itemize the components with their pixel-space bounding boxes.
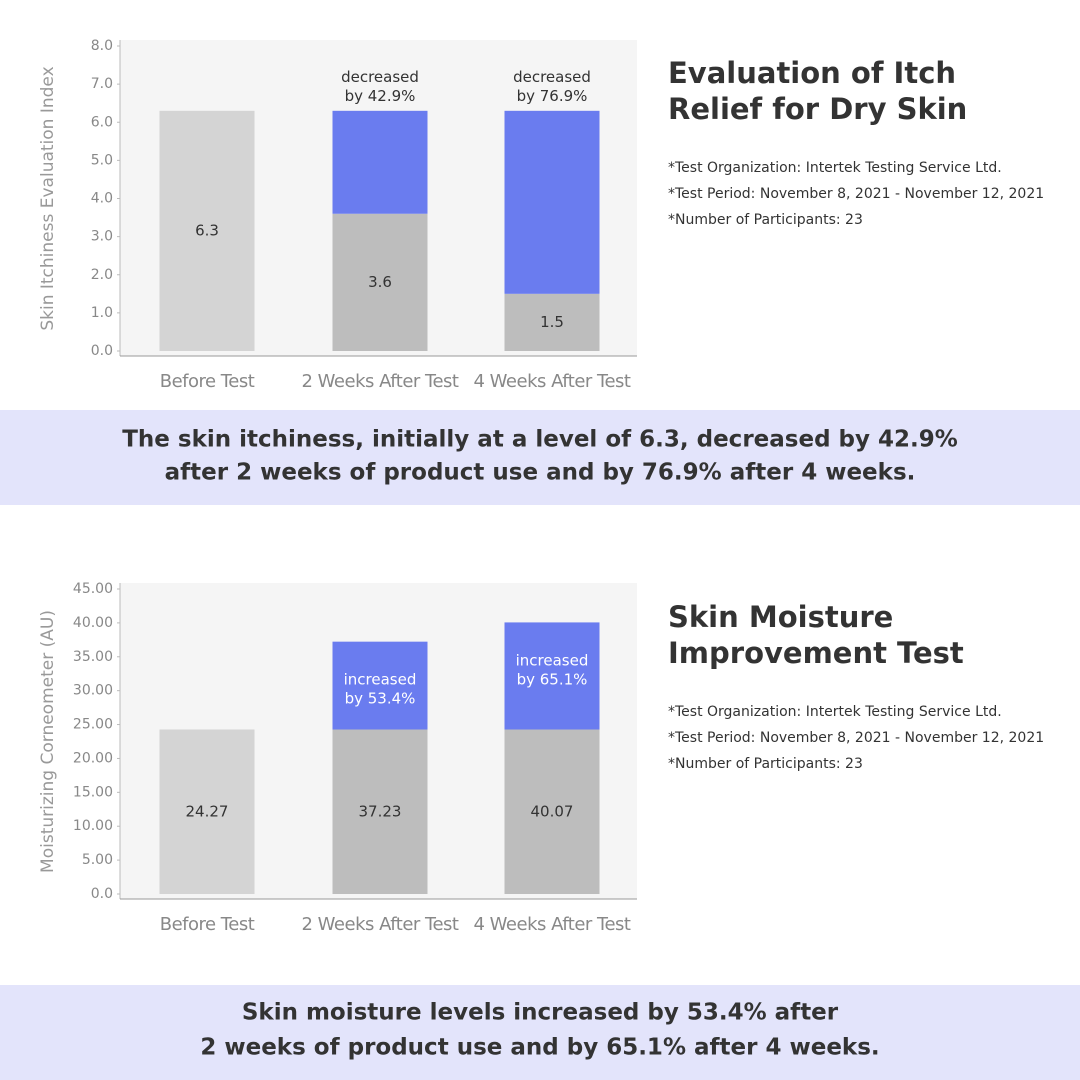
annotation: decreased by 42.9% <box>341 67 419 104</box>
annotation-line: increased <box>344 670 417 688</box>
annotation-line: decreased <box>341 67 419 85</box>
bar-segment <box>159 729 255 894</box>
y-tick-label: 8.0 <box>91 38 113 54</box>
annotation-line: decreased <box>513 67 591 85</box>
y-tick-label: 35.00 <box>73 649 113 665</box>
summary-text: after 2 weeks of product use and by 76.9… <box>165 460 916 486</box>
test-note: *Test Organization: Intertek Testing Ser… <box>668 160 1002 176</box>
y-tick-label: 10.00 <box>73 818 113 834</box>
test-note: *Test Period: November 8, 2021 - Novembe… <box>668 186 1044 202</box>
annotation: increased by 65.1% <box>516 651 589 688</box>
y-tick-label: 45.00 <box>73 581 113 597</box>
x-tick-label: Before Test <box>160 914 255 935</box>
bar-segment <box>332 641 428 730</box>
y-tick-label: 5.00 <box>82 852 113 868</box>
annotation: increased by 53.4% <box>344 670 417 707</box>
y-tick-label: 6.0 <box>91 114 113 130</box>
summary-text: 2 weeks of product use and by 65.1% afte… <box>200 1035 879 1061</box>
y-tick-label: 0.0 <box>91 343 113 359</box>
data-label: 24.27 <box>186 802 229 820</box>
y-tick-label: 20.00 <box>73 750 113 766</box>
test-note: *Number of Participants: 23 <box>668 212 863 228</box>
bar-segment <box>332 110 428 214</box>
y-axis-label: Moisturizing Corneometer (AU) <box>38 610 58 873</box>
test-note: *Number of Participants: 23 <box>668 756 863 772</box>
section-title: Skin Moisture <box>668 600 893 634</box>
y-tick-label: 15.00 <box>73 784 113 800</box>
y-tick-label: 25.00 <box>73 717 113 733</box>
data-label: 3.6 <box>368 273 392 291</box>
data-label: 6.3 <box>195 221 219 239</box>
x-tick-label: 2 Weeks After Test <box>302 914 459 935</box>
annotation-line: by 42.9% <box>345 86 416 104</box>
y-tick-label: 4.0 <box>91 191 113 207</box>
x-tick-label: 4 Weeks After Test <box>474 371 631 392</box>
summary-text: Skin moisture levels increased by 53.4% … <box>242 1000 839 1026</box>
summary-band <box>0 985 1080 1080</box>
x-tick-label: Before Test <box>160 371 255 392</box>
section-title: Improvement Test <box>668 636 964 670</box>
summary-band <box>0 410 1080 505</box>
y-tick-label: 7.0 <box>91 76 113 92</box>
bar-segment <box>504 622 600 730</box>
y-tick-label: 3.0 <box>91 229 113 245</box>
y-tick-label: 40.00 <box>73 615 113 631</box>
bar-segment <box>332 729 428 894</box>
bar-segment <box>159 110 255 351</box>
test-note: *Test Period: November 8, 2021 - Novembe… <box>668 730 1044 746</box>
y-tick-label: 0.0 <box>91 886 113 902</box>
test-note: *Test Organization: Intertek Testing Ser… <box>668 704 1002 720</box>
annotation-line: by 65.1% <box>517 670 588 688</box>
bar-segment <box>504 293 600 351</box>
bar-segment <box>504 110 600 294</box>
annotation-line: by 76.9% <box>517 86 588 104</box>
bar-segment <box>332 213 428 351</box>
summary-text: The skin itchiness, initially at a level… <box>122 427 958 453</box>
y-axis-label: Skin Itchiness Evaluation Index <box>38 66 58 330</box>
annotation-line: increased <box>516 651 589 669</box>
section-title: Evaluation of Itch <box>668 56 956 90</box>
data-label: 40.07 <box>531 802 574 820</box>
annotation: decreased by 76.9% <box>513 67 591 104</box>
annotation-line: by 53.4% <box>345 689 416 707</box>
y-tick-label: 5.0 <box>91 152 113 168</box>
x-tick-label: 2 Weeks After Test <box>302 371 459 392</box>
data-label: 37.23 <box>359 802 402 820</box>
section-title: Relief for Dry Skin <box>668 92 967 126</box>
data-label: 1.5 <box>540 313 564 331</box>
y-tick-label: 1.0 <box>91 305 113 321</box>
y-tick-label: 2.0 <box>91 267 113 283</box>
y-tick-label: 30.00 <box>73 683 113 699</box>
x-tick-label: 4 Weeks After Test <box>474 914 631 935</box>
bar-segment <box>504 729 600 894</box>
